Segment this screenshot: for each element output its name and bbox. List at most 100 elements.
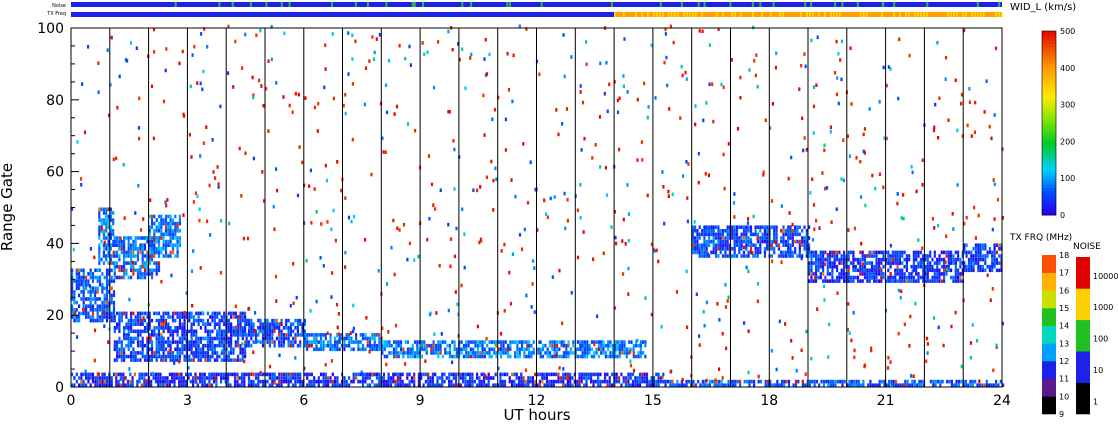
echo-cell — [324, 379, 327, 384]
echo-cell — [500, 340, 503, 344]
echo-cell — [192, 249, 195, 253]
echo-cell — [155, 318, 158, 323]
echo-cell — [140, 372, 143, 377]
echo-cell — [569, 383, 572, 387]
echo-cell — [673, 383, 676, 387]
echo-cell — [853, 383, 856, 387]
echo-cell — [116, 354, 119, 359]
echo-cell — [973, 205, 976, 210]
echo-cell — [192, 322, 195, 326]
echo-cell — [127, 261, 130, 265]
echo-cell — [852, 275, 855, 280]
echo-cell — [920, 383, 923, 387]
echo-cell — [119, 372, 123, 377]
echo-cell — [243, 376, 246, 380]
echo-cell — [810, 254, 813, 258]
echo-cell — [230, 326, 233, 330]
echo-cell — [232, 358, 235, 362]
echo-cell — [278, 343, 281, 348]
echo-cell — [80, 183, 83, 187]
x-tick-label: 18 — [760, 393, 778, 409]
echo-cell — [735, 239, 739, 244]
noise-mark — [331, 2, 333, 7]
echo-cell — [611, 383, 614, 387]
echo-cell — [275, 336, 278, 341]
echo-cell — [606, 383, 609, 387]
echo-cell — [176, 221, 179, 226]
echo-cell — [75, 308, 78, 312]
echo-cell — [241, 342, 244, 346]
echo-cell — [784, 232, 787, 237]
echo-cell — [467, 340, 470, 344]
echo-cell — [134, 247, 137, 251]
echo-cell — [298, 145, 301, 149]
echo-cell — [422, 372, 425, 377]
echo-cell — [157, 254, 161, 258]
echo-cell — [192, 353, 195, 357]
echo-cell — [406, 372, 409, 377]
echo-cell — [123, 333, 126, 337]
echo-cell — [616, 340, 619, 344]
echo-cell — [938, 275, 941, 280]
width-colorbar-title: WID_L (km/s) — [1010, 2, 1076, 13]
echo-cell — [714, 243, 718, 247]
echo-cell — [78, 293, 81, 298]
echo-cell — [822, 257, 825, 262]
echo-cell — [606, 372, 609, 377]
echo-cell — [616, 343, 619, 348]
echo-cell — [292, 376, 295, 380]
echo-cell — [378, 340, 381, 344]
echo-cell — [805, 229, 808, 233]
echo-cell — [539, 351, 542, 355]
echo-cell — [943, 261, 946, 265]
echo-cell — [485, 383, 488, 387]
echo-cell — [136, 275, 140, 280]
echo-cell — [530, 354, 533, 359]
echo-cell — [167, 229, 170, 233]
echo-cell — [492, 383, 495, 387]
echo-cell — [128, 367, 131, 371]
echo-cell — [109, 232, 112, 237]
colorbar-swatch — [1042, 172, 1056, 176]
echo-cell — [153, 247, 156, 251]
echo-cell — [82, 268, 85, 273]
echo-cell — [406, 257, 409, 262]
echo-cell — [244, 333, 247, 337]
echo-cell — [195, 311, 198, 316]
echo-cell — [484, 37, 487, 42]
echo-cell — [164, 232, 168, 237]
echo-cell — [324, 336, 327, 341]
echo-cell — [297, 92, 300, 97]
echo-cell — [761, 236, 764, 240]
echo-cell — [712, 250, 715, 255]
echo-cell — [275, 318, 278, 323]
echo-cell — [808, 268, 811, 273]
echo-cell — [579, 343, 582, 348]
echo-cell — [324, 343, 327, 348]
echo-cell — [497, 366, 500, 371]
echo-cell — [936, 279, 939, 283]
echo-cell — [634, 379, 637, 384]
echo-cell — [829, 383, 832, 387]
echo-cell — [679, 116, 682, 120]
echo-cell — [110, 286, 113, 291]
echo-cell — [157, 372, 160, 377]
echo-cell — [747, 254, 750, 258]
echo-cell — [963, 243, 966, 247]
echo-cell — [868, 272, 871, 276]
echo-cell — [687, 162, 690, 166]
x-tick-label: 0 — [67, 393, 76, 409]
echo-cell — [146, 351, 149, 355]
echo-cell — [991, 257, 994, 262]
echo-cell — [889, 279, 892, 283]
echo-cell — [783, 383, 786, 387]
echo-cell — [995, 383, 998, 387]
echo-cell — [151, 371, 154, 376]
echo-cell — [247, 340, 251, 344]
echo-cell — [956, 183, 959, 187]
echo-cell — [115, 379, 118, 384]
echo-cell — [87, 315, 90, 319]
echo-cell — [303, 343, 306, 348]
noise-mark — [680, 2, 683, 7]
echo-cell — [517, 383, 521, 387]
